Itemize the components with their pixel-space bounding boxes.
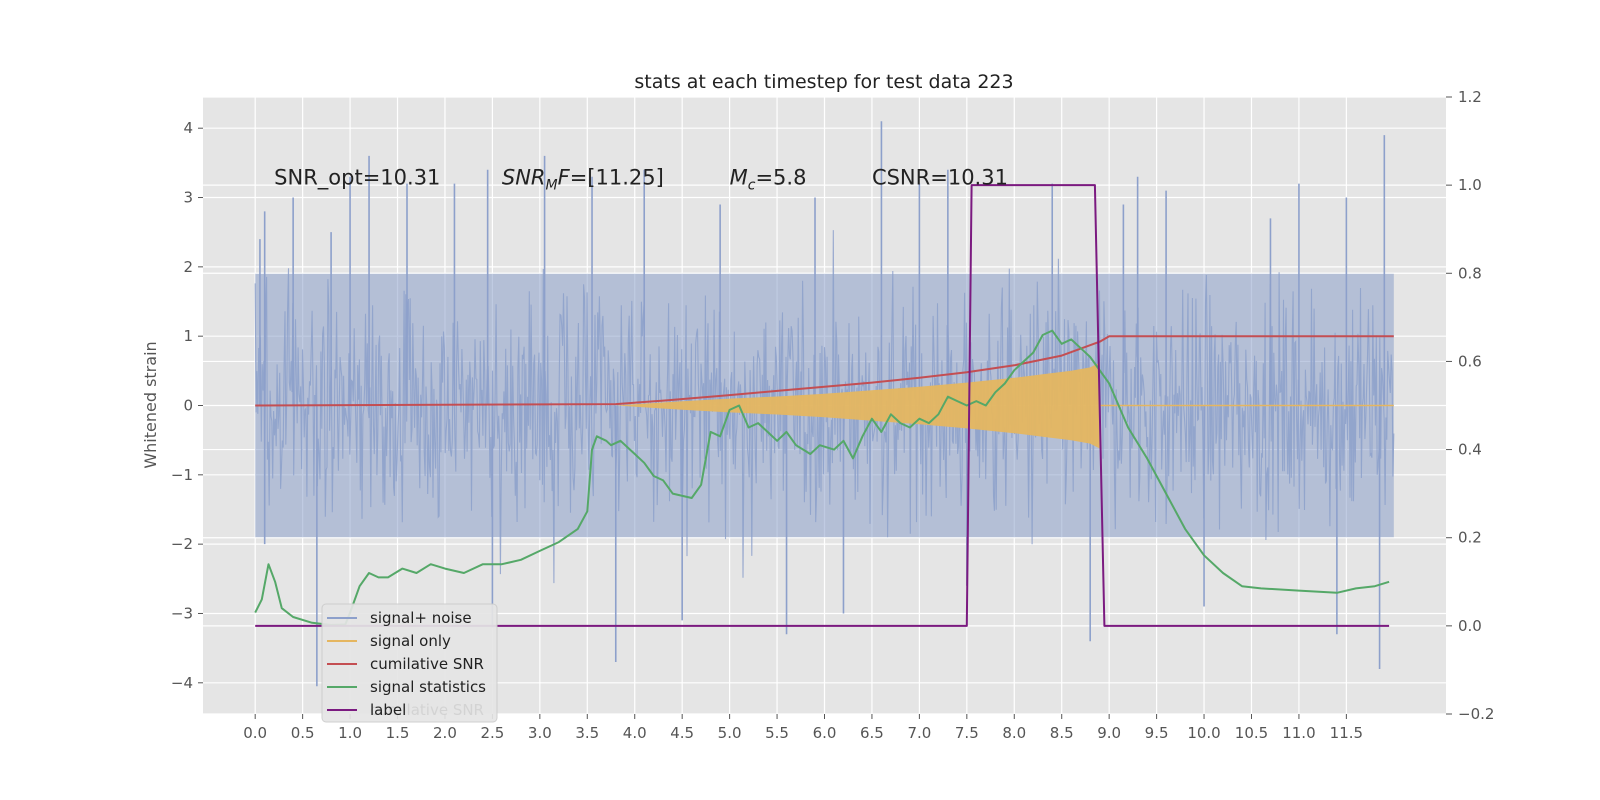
y2-tick-label: −0.2 [1458, 705, 1494, 723]
x-tick-label: 2.0 [433, 724, 457, 742]
x-tick-label: 7.5 [955, 724, 979, 742]
legend-item-cumulative-snr-label: cumilative SNR [370, 655, 484, 673]
x-tick-label: 9.0 [1097, 724, 1121, 742]
y2-tick-label: 0.0 [1458, 617, 1482, 635]
x-tick-label: 2.5 [480, 724, 504, 742]
x-tick-label: 5.5 [765, 724, 789, 742]
y-tick-label: 4 [183, 119, 193, 137]
y2-tick-label: 0.6 [1458, 352, 1482, 370]
x-tick-label: 4.5 [670, 724, 694, 742]
series-cumulative-snr-line [255, 335, 1394, 407]
x-tick-label: 11.0 [1282, 724, 1315, 742]
x-tick-label: 7.0 [907, 724, 931, 742]
x-tick-label: 3.5 [575, 724, 599, 742]
x-tick-label: 4.0 [623, 724, 647, 742]
annotation-snr-mf: SNRMF=[11.25] [502, 166, 664, 194]
y-tick-label: −3 [171, 604, 193, 622]
chart-title: stats at each timestep for test data 223 [634, 71, 1013, 93]
y-axis-label: Whitened strain [141, 341, 160, 468]
y-tick-label: 3 [183, 189, 193, 207]
x-tick-label: 6.0 [813, 724, 837, 742]
y2-tick-label: 0.2 [1458, 529, 1482, 547]
legend-item-label-label: label [370, 701, 406, 719]
x-tick-label: 1.0 [338, 724, 362, 742]
y-tick-label: 2 [183, 258, 193, 276]
annotation-snr-opt: SNR_opt=10.31 [274, 166, 440, 191]
x-tick-label: 10.5 [1235, 724, 1268, 742]
x-tick-label: 0.0 [243, 724, 267, 742]
series-signal-statistics-line [254, 329, 1390, 626]
y-tick-label: −2 [171, 535, 193, 553]
x-tick-label: 6.5 [860, 724, 884, 742]
series-signal-only-envelope [615, 362, 1100, 449]
legend: cumilative SNR signal+ noise signal only cu… [321, 603, 498, 723]
x-tick-label: 8.5 [1050, 724, 1074, 742]
legend-item-signal-only-label: signal only [370, 632, 451, 650]
y2-tick-label: 1.2 [1458, 88, 1482, 106]
y2-tick-label: 0.4 [1458, 441, 1482, 459]
axes-layer: 0.0 0.5 1.0 1.5 2.0 2.5 3.0 3.5 4.0 4.5 5.0 5.5 6.0 6… [171, 88, 1495, 742]
y-tick-label: −4 [171, 674, 193, 692]
x-tick-label: 11.5 [1330, 724, 1363, 742]
series-label-line [255, 184, 1390, 627]
legend-item-signal-noise-label: signal+ noise [370, 609, 472, 627]
x-tick-label: 8.0 [1002, 724, 1026, 742]
annotation-csnr: CSNR=10.31 [872, 166, 1008, 190]
x-tick-label: 9.5 [1145, 724, 1169, 742]
annotation-chirp-mass: Mc=5.8 [730, 166, 807, 194]
x-tick-label: 3.0 [528, 724, 552, 742]
y-tick-label: 0 [183, 397, 193, 415]
legend-item-signal-statistics-label: signal statistics [370, 678, 486, 696]
y-tick-label: 1 [183, 327, 193, 345]
x-tick-label: 1.5 [386, 724, 410, 742]
x-tick-label: 10.0 [1187, 724, 1220, 742]
x-tick-label: 0.5 [291, 724, 315, 742]
y2-tick-label: 0.8 [1458, 264, 1482, 282]
legend-ghost-text: cumilative SNR [370, 701, 484, 719]
y2-tick-label: 1.0 [1458, 176, 1482, 194]
y-tick-label: −1 [171, 466, 193, 484]
legend-box [321, 603, 498, 723]
annotations: SNR_opt=10.31 SNRMF=[11.25] Mc=5.8 CSNR=10.… [274, 166, 1008, 194]
data-layer [254, 121, 1395, 687]
x-tick-label: 5.0 [718, 724, 742, 742]
